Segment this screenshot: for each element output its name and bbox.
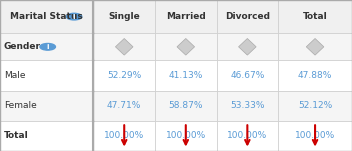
Polygon shape xyxy=(177,39,195,55)
Text: 100.00%: 100.00% xyxy=(166,131,206,140)
Text: i: i xyxy=(73,14,75,20)
Text: 100.00%: 100.00% xyxy=(104,131,144,140)
Text: Male: Male xyxy=(4,71,25,80)
Text: 53.33%: 53.33% xyxy=(230,101,265,110)
Polygon shape xyxy=(306,39,324,55)
Text: 47.71%: 47.71% xyxy=(107,101,142,110)
Text: Divorced: Divorced xyxy=(225,12,270,21)
Text: i: i xyxy=(46,44,49,50)
Circle shape xyxy=(67,13,82,20)
Polygon shape xyxy=(115,39,133,55)
Text: Marital Status: Marital Status xyxy=(11,12,83,21)
Text: Gender: Gender xyxy=(4,42,41,51)
Text: Total: Total xyxy=(303,12,327,21)
Text: 46.67%: 46.67% xyxy=(230,71,265,80)
Text: Single: Single xyxy=(108,12,140,21)
Text: 47.88%: 47.88% xyxy=(298,71,332,80)
Text: 52.12%: 52.12% xyxy=(298,101,332,110)
Text: 41.13%: 41.13% xyxy=(169,71,203,80)
Polygon shape xyxy=(239,39,256,55)
Text: 52.29%: 52.29% xyxy=(107,71,142,80)
Text: 58.87%: 58.87% xyxy=(169,101,203,110)
Circle shape xyxy=(40,43,56,50)
Text: Female: Female xyxy=(4,101,37,110)
Text: 100.00%: 100.00% xyxy=(295,131,335,140)
Text: Total: Total xyxy=(4,131,29,140)
Text: Married: Married xyxy=(166,12,206,21)
Text: 100.00%: 100.00% xyxy=(227,131,268,140)
